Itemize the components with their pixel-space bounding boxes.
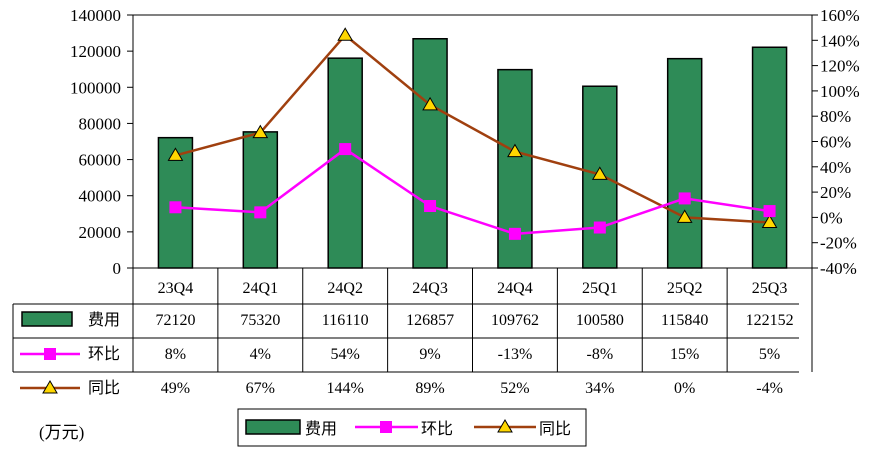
legend-label-yoy: 同比 bbox=[539, 420, 571, 438]
left-axis-tick-label: 80000 bbox=[79, 114, 122, 133]
table-cell-mom: 15% bbox=[670, 346, 699, 363]
table-key-expense bbox=[21, 311, 73, 327]
left-axis-tick-label: 0 bbox=[113, 259, 122, 278]
expense-bar bbox=[327, 57, 363, 269]
right-axis-tick-label: 0% bbox=[820, 208, 843, 227]
table-cell-expense: 75320 bbox=[240, 312, 280, 329]
right-axis-tick-label: 20% bbox=[820, 183, 851, 202]
legend-key-mom-marker bbox=[380, 421, 392, 433]
category-label: 24Q1 bbox=[243, 280, 279, 297]
table-cell-yoy: 144% bbox=[327, 380, 364, 397]
table-cell-mom: -13% bbox=[498, 346, 533, 363]
right-axis-tick-label: -40% bbox=[820, 259, 857, 278]
right-axis-tick-label: 60% bbox=[820, 133, 851, 152]
table-cell-mom: 54% bbox=[331, 346, 360, 363]
table-cell-yoy: 49% bbox=[161, 380, 190, 397]
right-axis-tick-label: 120% bbox=[820, 57, 860, 76]
table-cell-expense: 100580 bbox=[576, 312, 624, 329]
table-cell-mom: -8% bbox=[586, 346, 613, 363]
legend-key-expense bbox=[245, 419, 301, 435]
left-axis-tick-label: 40000 bbox=[79, 187, 122, 206]
right-axis-tick-label: 140% bbox=[820, 31, 860, 50]
table-row-label-expense: 费用 bbox=[88, 311, 120, 329]
yoy-marker bbox=[761, 214, 778, 228]
mom-marker bbox=[763, 205, 776, 218]
table-cell-yoy: 89% bbox=[415, 380, 444, 397]
table-cell-mom: 8% bbox=[165, 346, 186, 363]
expense-bar bbox=[666, 57, 703, 269]
table-cell-expense: 72120 bbox=[155, 312, 195, 329]
left-axis-tick-label: 140000 bbox=[70, 6, 121, 25]
table-cell-yoy: -4% bbox=[756, 380, 783, 397]
table-cell-expense: 126857 bbox=[406, 312, 454, 329]
mom-marker bbox=[508, 227, 521, 240]
yoy-marker bbox=[676, 209, 693, 223]
left-axis-tick-label: 120000 bbox=[70, 42, 121, 61]
expense-bar bbox=[242, 131, 279, 269]
category-label: 25Q3 bbox=[752, 280, 788, 297]
mom-marker bbox=[593, 221, 606, 234]
yoy-marker bbox=[167, 147, 184, 161]
yoy-marker bbox=[252, 124, 269, 139]
legend-label-expense: 费用 bbox=[305, 420, 337, 438]
table-cell-yoy: 52% bbox=[500, 380, 529, 397]
table-cell-expense: 115840 bbox=[661, 312, 708, 329]
table-row-label-mom: 环比 bbox=[88, 345, 120, 363]
category-label: 24Q3 bbox=[412, 280, 448, 297]
yoy-marker bbox=[337, 27, 354, 41]
right-axis-tick-label: 80% bbox=[820, 107, 851, 126]
mom-marker bbox=[678, 192, 691, 205]
mom-line bbox=[175, 147, 770, 236]
expense-bar bbox=[412, 38, 448, 269]
right-axis-tick-label: 100% bbox=[820, 82, 860, 101]
category-label: 24Q4 bbox=[497, 280, 533, 297]
mom-marker bbox=[254, 206, 267, 219]
category-label: 25Q2 bbox=[667, 280, 703, 297]
table-key-mom-marker bbox=[44, 348, 56, 360]
table-key-yoy-marker bbox=[42, 380, 58, 394]
legend-key-yoy-marker bbox=[497, 419, 513, 433]
table-cell-expense: 122152 bbox=[746, 312, 794, 329]
right-axis-tick-label: -20% bbox=[820, 234, 857, 253]
table-cell-expense: 116110 bbox=[322, 312, 369, 329]
plot-area-frame bbox=[132, 14, 813, 269]
right-axis-tick-label: 40% bbox=[820, 158, 851, 177]
left-axis-tick-label: 20000 bbox=[79, 223, 122, 242]
yoy-marker bbox=[507, 143, 523, 158]
category-label: 24Q2 bbox=[327, 280, 363, 297]
table-cell-yoy: 34% bbox=[585, 380, 614, 397]
mom-marker bbox=[169, 201, 182, 214]
category-label: 25Q1 bbox=[582, 280, 618, 297]
table-cell-yoy: 67% bbox=[246, 380, 275, 397]
table-cell-expense: 109762 bbox=[491, 312, 539, 329]
table-cell-yoy: 0% bbox=[674, 380, 695, 397]
table-cell-mom: 9% bbox=[419, 346, 440, 363]
legend-label-mom: 环比 bbox=[421, 420, 453, 438]
category-label: 23Q4 bbox=[158, 280, 194, 297]
unit-label: (万元) bbox=[39, 423, 85, 442]
left-axis-tick-label: 100000 bbox=[70, 78, 121, 97]
table-cell-mom: 5% bbox=[759, 346, 780, 363]
table-cell-mom: 4% bbox=[250, 346, 271, 363]
yoy-marker bbox=[422, 96, 438, 111]
expense-bar bbox=[751, 46, 788, 269]
yoy-line bbox=[175, 33, 770, 224]
mom-marker bbox=[339, 143, 352, 156]
mom-marker bbox=[424, 200, 437, 213]
left-axis-tick-label: 60000 bbox=[79, 151, 122, 170]
right-axis-tick-label: 160% bbox=[820, 6, 860, 25]
yoy-marker bbox=[591, 166, 608, 180]
table-row-label-yoy: 同比 bbox=[88, 379, 120, 397]
